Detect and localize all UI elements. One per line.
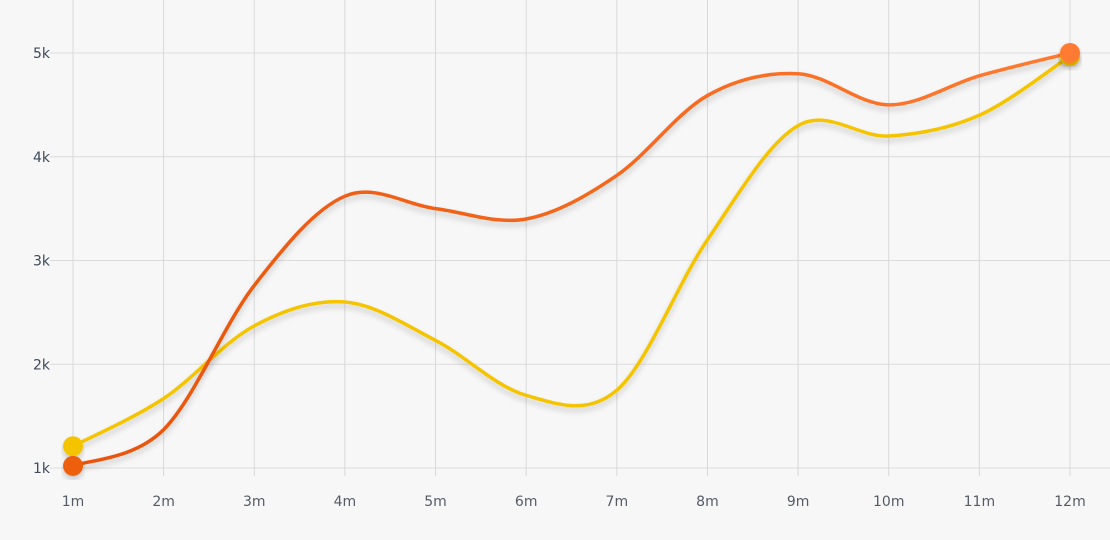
data-point[interactable] bbox=[63, 455, 83, 476]
x-tick-label: 10m bbox=[873, 494, 904, 510]
y-tick-label: 5k bbox=[33, 46, 51, 62]
x-tick-label: 8m bbox=[696, 494, 719, 510]
x-tick-label: 7m bbox=[606, 494, 629, 510]
x-tick-label: 9m bbox=[787, 494, 810, 510]
y-tick-label: 2k bbox=[33, 357, 51, 373]
x-tick-label: 12m bbox=[1054, 494, 1085, 510]
x-tick-label: 3m bbox=[243, 494, 266, 510]
data-point[interactable] bbox=[63, 436, 83, 457]
x-tick-label: 11m bbox=[964, 494, 995, 510]
x-tick-label: 5m bbox=[424, 494, 447, 510]
x-tick-label: 1m bbox=[62, 494, 85, 510]
data-point[interactable] bbox=[1060, 43, 1080, 63]
x-axis: 1m 2m 3m 4m 5m 6m 7m 8m 9m 10m 11m 12m bbox=[62, 494, 1086, 510]
series-line-1 bbox=[71, 54, 1072, 448]
x-tick-label: 6m bbox=[515, 494, 538, 510]
y-tick-label: 4k bbox=[33, 150, 51, 166]
y-tick-label: 3k bbox=[33, 254, 51, 270]
x-tick-label: 2m bbox=[152, 494, 175, 510]
series-endpoints bbox=[63, 43, 1080, 476]
series-line-2 bbox=[71, 51, 1072, 468]
y-axis: 1k 2k 3k 4k 5k bbox=[33, 46, 51, 477]
series-lines bbox=[71, 51, 1072, 468]
y-tick-label: 1k bbox=[33, 461, 51, 477]
x-tick-label: 4m bbox=[334, 494, 357, 510]
